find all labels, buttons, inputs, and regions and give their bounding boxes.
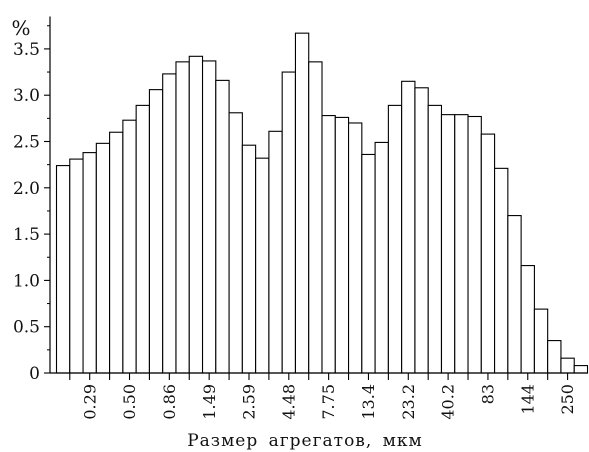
- y-tick-label: 3.5: [13, 40, 40, 60]
- histogram-bar: [135, 104, 150, 374]
- y-axis-label: %: [11, 16, 30, 40]
- x-tick-label: 0.29: [80, 384, 99, 420]
- x-tick-label: 7.75: [319, 384, 338, 420]
- histogram-bar: [188, 55, 204, 374]
- x-tick-label: 83: [479, 384, 498, 404]
- histogram-bar: [175, 61, 190, 374]
- histogram-bar: [334, 116, 350, 374]
- histogram-bar: [520, 265, 535, 374]
- axes-group: [44, 16, 588, 380]
- histogram-bar: [268, 130, 283, 374]
- histogram-bar: [55, 165, 71, 374]
- y-tick-label: 0.5: [13, 318, 40, 338]
- x-tick-label: 13.4: [359, 384, 378, 420]
- x-tick-label: 0.86: [160, 384, 179, 420]
- histogram-bar: [573, 365, 589, 374]
- histogram-bar: [533, 308, 549, 374]
- histogram-bar: [109, 131, 124, 374]
- histogram-bar: [321, 115, 336, 374]
- histogram-bar: [440, 114, 456, 374]
- histogram-bar: [427, 104, 443, 374]
- y-tick-label: 0: [29, 364, 40, 384]
- histogram-bar: [148, 89, 164, 374]
- histogram-bar: [281, 71, 297, 374]
- histogram-bar: [401, 80, 416, 374]
- histogram-bar: [82, 152, 97, 374]
- histogram-bar: [454, 114, 469, 374]
- y-tick-label: 1.5: [13, 225, 40, 245]
- histogram-bar: [122, 119, 137, 374]
- x-axis-title: Размер агрегатов, мкм: [187, 431, 423, 451]
- y-tick-label: 2.5: [13, 133, 40, 153]
- histogram-bar: [294, 32, 310, 374]
- y-tick-label: 1.0: [13, 271, 40, 291]
- histogram-bar: [69, 158, 84, 374]
- x-tick-label: 40.2: [439, 384, 458, 420]
- histogram-bar: [95, 142, 111, 374]
- histogram-bar: [414, 87, 429, 374]
- x-tick-label: 4.48: [279, 384, 298, 420]
- histogram-bar: [162, 73, 177, 374]
- histogram-bar: [228, 112, 243, 374]
- histogram-bar: [308, 61, 323, 374]
- histogram-bar: [387, 104, 403, 374]
- x-tick-label: 144: [518, 384, 537, 415]
- histogram-bar: [467, 115, 482, 374]
- histogram-bar: [241, 144, 257, 374]
- tick-labels-group: 0 0.5 1.0 1.5 2.0 2.5 3.0 3.5 0.29 0.50 0.86 1.49 2.…: [13, 40, 577, 420]
- bars-group: [55, 32, 589, 374]
- x-tick-label: 1.49: [200, 384, 219, 420]
- histogram-bar: [547, 340, 562, 374]
- histogram-bar: [255, 157, 270, 374]
- histogram-bar: [347, 122, 363, 374]
- x-tick-label: 0.50: [120, 384, 139, 420]
- histogram-bar: [494, 167, 509, 374]
- histogram-bar: [480, 133, 496, 374]
- y-tick-label: 2.0: [13, 179, 40, 199]
- histogram-bar: [361, 153, 376, 374]
- histogram-bar: [201, 60, 217, 374]
- x-tick-label: 23.2: [399, 384, 418, 420]
- histogram-bar: [215, 79, 230, 374]
- histogram-bar: [374, 141, 389, 374]
- x-tick-label: 250: [558, 384, 577, 415]
- histogram-bar: [507, 215, 522, 374]
- y-tick-label: 3.0: [13, 86, 40, 106]
- histogram-bar: [560, 357, 575, 374]
- x-tick-label: 2.59: [240, 384, 259, 420]
